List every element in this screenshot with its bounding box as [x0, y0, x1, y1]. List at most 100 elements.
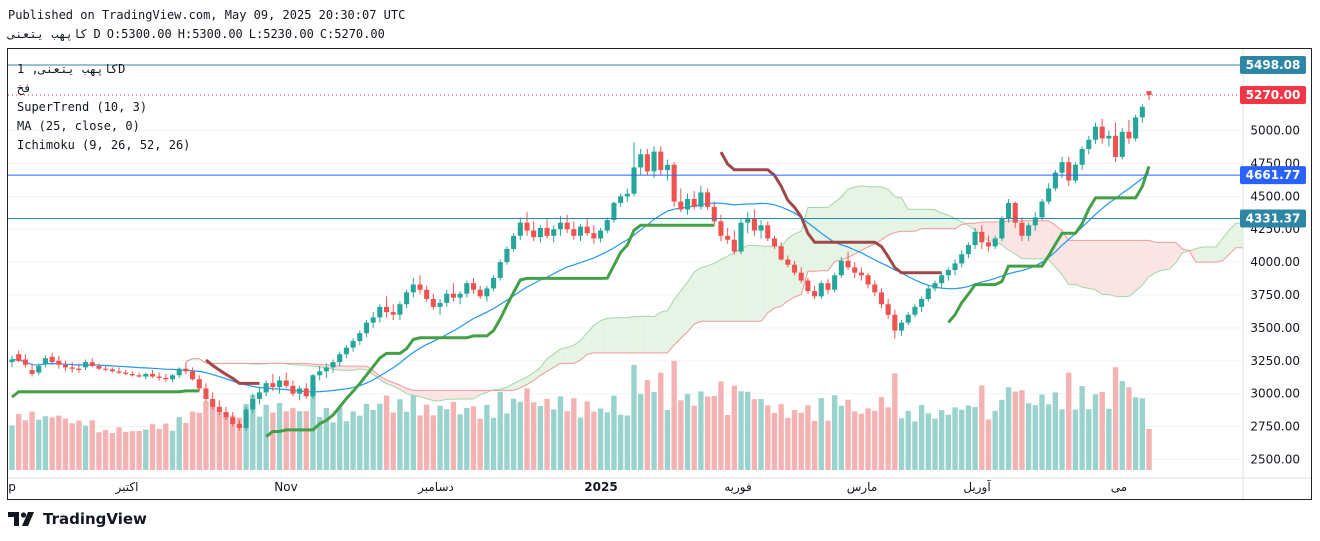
candle-87 — [591, 225, 597, 244]
candle-134 — [905, 312, 911, 326]
candle-body-49 — [337, 354, 343, 363]
ichimoku-cloud-segment-75 — [687, 272, 695, 332]
candle-body-162 — [1092, 126, 1099, 140]
ichimoku-cloud-segment-99 — [848, 187, 855, 258]
volume-bar-138 — [932, 418, 938, 470]
volume-bar-134 — [905, 410, 911, 470]
candle-136 — [919, 296, 925, 313]
volume-bar-66 — [450, 401, 457, 470]
candle-20 — [143, 372, 149, 380]
ichimoku-cloud-segment-123 — [1008, 220, 1016, 254]
ichimoku-cloud-segment-71 — [660, 310, 668, 353]
candle-body-78 — [531, 230, 537, 238]
candle-144 — [972, 227, 978, 249]
volume-bar-65 — [444, 409, 450, 470]
candle-body-167 — [1126, 131, 1132, 139]
volume-bar-151 — [1019, 390, 1025, 470]
volume-bar-30 — [209, 406, 216, 470]
chart-frame — [7, 48, 1312, 500]
candle-body-165 — [1113, 135, 1119, 157]
volume-bar-35 — [243, 403, 249, 470]
volume-bar-43 — [296, 411, 303, 470]
volume-bar-67 — [457, 414, 463, 470]
volume-bar-122 — [825, 420, 831, 470]
volume-bar-40 — [276, 402, 283, 470]
volume-bar-79 — [537, 406, 544, 470]
volume-bar-168 — [1132, 397, 1139, 470]
candle-37 — [256, 387, 263, 405]
candle-body-101 — [684, 198, 691, 210]
candle-body-43 — [297, 388, 303, 394]
candle-body-169 — [1139, 106, 1145, 118]
ichimoku-cloud-segment-94 — [814, 207, 822, 272]
y-tick-label-6: 3500.00 — [1250, 321, 1300, 335]
legend-ma[interactable]: MA (25, close, 0) — [17, 119, 140, 133]
candle-130 — [878, 288, 885, 309]
candle-137 — [925, 285, 931, 302]
candle-120 — [812, 285, 818, 299]
candle-body-128 — [865, 275, 871, 285]
volume-bar-53 — [363, 403, 370, 470]
y-tick-label-10: 2500.00 — [1250, 452, 1300, 466]
ichimoku-cloud-segment-66 — [627, 316, 634, 353]
candle-body-127 — [858, 272, 864, 276]
x-tick-label-1: اکتبر — [115, 480, 139, 495]
candle-body-97 — [658, 151, 664, 171]
volume-bar-97 — [658, 372, 664, 470]
candle-body-18 — [129, 373, 135, 376]
volume-bar-109 — [738, 391, 744, 470]
volume-bar-21 — [149, 424, 156, 470]
candle-body-59 — [404, 292, 410, 305]
supertrend-segment-3 — [719, 151, 942, 275]
candle-18 — [129, 371, 135, 377]
candle-body-85 — [577, 226, 584, 236]
candle-body-23 — [163, 377, 169, 380]
candle-58 — [397, 301, 403, 321]
ichimoku-cloud-segment-106 — [894, 196, 902, 233]
volume-bar-22 — [156, 428, 162, 470]
volume-bar-141 — [952, 407, 958, 470]
ichimoku-cloud-segment-52 — [533, 367, 541, 381]
volume-bar-106 — [718, 381, 724, 470]
volume-bar-88 — [597, 408, 604, 470]
candle-10 — [76, 363, 82, 373]
candle-body-142 — [959, 254, 965, 264]
ichimoku-cloud-segment-31 — [393, 382, 400, 390]
ichimoku-cloud-segment-137 — [1102, 240, 1109, 295]
legend-supertrend[interactable]: SuperTrend (10, 3) — [17, 100, 148, 114]
candle-131 — [885, 298, 891, 319]
candle-46 — [317, 366, 323, 381]
legend-ichimoku[interactable]: Ichimoku (9, 26, 52, 26) — [17, 138, 191, 152]
volume-bar-163 — [1099, 391, 1105, 470]
candle-body-39 — [270, 383, 276, 388]
ichimoku-span-b — [185, 220, 1243, 391]
candle-body-96 — [651, 151, 657, 172]
candle-28 — [196, 375, 202, 392]
candle-body-138 — [932, 283, 938, 289]
candle-body-123 — [832, 275, 838, 290]
volume-bar-121 — [818, 398, 824, 470]
volume-bar-86 — [584, 401, 590, 470]
candle-body-161 — [1086, 139, 1092, 149]
chart-canvas[interactable]: 5000.004750.004500.004250.004000.003750.… — [0, 0, 1320, 510]
candle-139 — [939, 272, 945, 289]
tradingview-logo-icon — [8, 512, 34, 526]
ichimoku-cloud-segment-157 — [1235, 222, 1243, 248]
candle-body-2 — [22, 359, 28, 365]
candle-body-41 — [283, 380, 289, 386]
volume-bar-142 — [959, 409, 965, 470]
candle-62 — [424, 285, 430, 302]
candle-163 — [1099, 118, 1105, 144]
candle-body-120 — [812, 291, 818, 297]
ichimoku-cloud-segment-64 — [613, 317, 621, 353]
ichimoku-cloud-segment-48 — [506, 383, 514, 391]
candle-body-134 — [905, 314, 911, 323]
tradingview-logo[interactable]: TradingView — [8, 510, 147, 528]
ichimoku-cloud-segment-144 — [1149, 240, 1156, 277]
volume-bar-7 — [56, 415, 62, 470]
candle-body-103 — [698, 192, 704, 207]
candle-body-63 — [430, 298, 436, 307]
candle-29 — [203, 383, 209, 402]
candle-body-25 — [176, 368, 182, 376]
candle-109 — [738, 218, 744, 255]
